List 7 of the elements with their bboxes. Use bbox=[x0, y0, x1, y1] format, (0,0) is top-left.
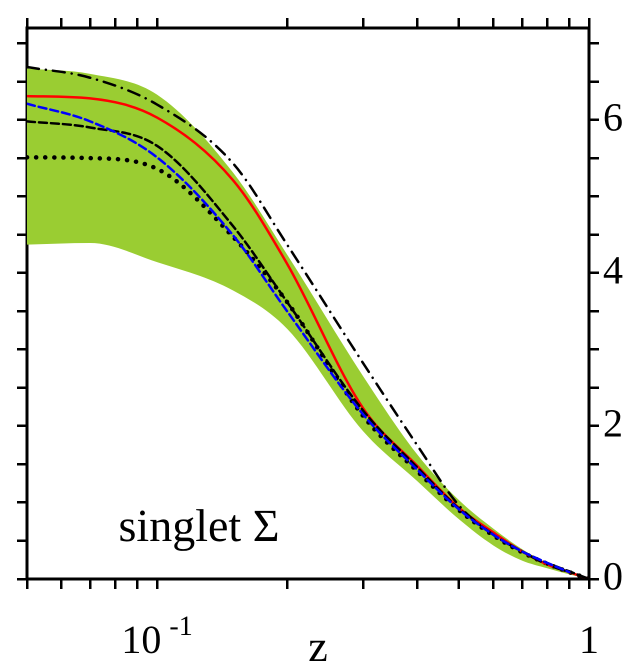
y-tick-label: 4 bbox=[603, 247, 623, 292]
y-tick-label: 0 bbox=[603, 554, 623, 598]
y-tick-label: 2 bbox=[603, 400, 623, 446]
x-axis-title: z bbox=[308, 622, 328, 665]
annotation: singlet Σ bbox=[118, 500, 280, 551]
y-tick-label: 6 bbox=[603, 94, 623, 140]
x-tick-label: 1 bbox=[579, 617, 599, 662]
